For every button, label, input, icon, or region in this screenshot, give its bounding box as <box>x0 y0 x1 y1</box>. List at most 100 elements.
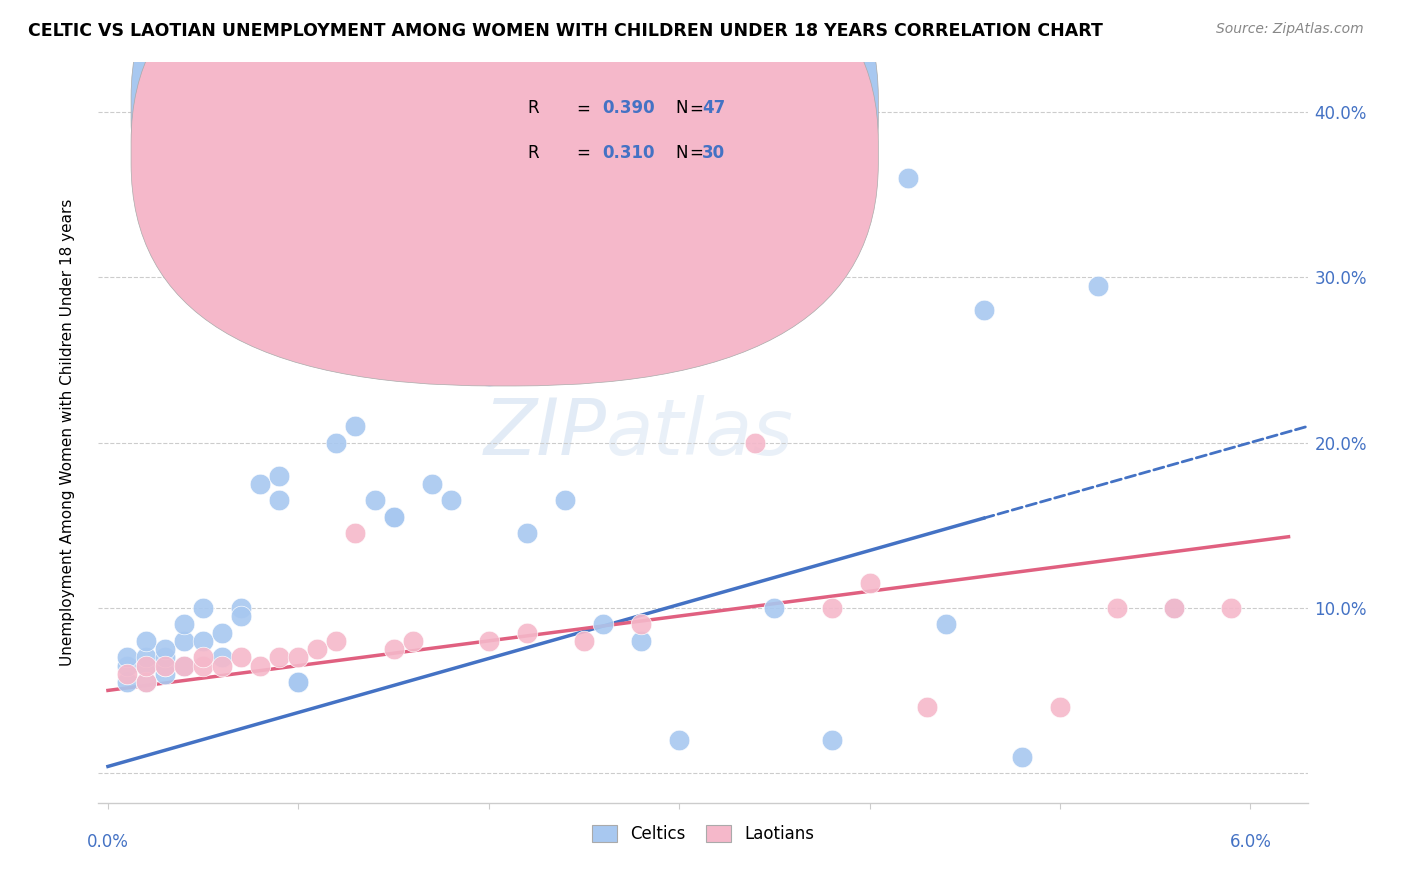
Point <box>1087 278 1109 293</box>
Point <box>344 526 367 541</box>
Point <box>153 650 176 665</box>
Point <box>592 617 614 632</box>
Point <box>382 509 405 524</box>
Point <box>115 666 138 681</box>
Point <box>231 650 253 665</box>
Point <box>115 650 138 665</box>
Point <box>211 658 233 673</box>
Point <box>135 675 157 690</box>
Point <box>173 658 195 673</box>
Point <box>915 700 938 714</box>
Point <box>382 642 405 657</box>
Point <box>191 633 214 648</box>
Point <box>935 617 957 632</box>
Point <box>191 650 214 665</box>
Text: CELTIC VS LAOTIAN UNEMPLOYMENT AMONG WOMEN WITH CHILDREN UNDER 18 YEARS CORRELAT: CELTIC VS LAOTIAN UNEMPLOYMENT AMONG WOM… <box>28 22 1102 40</box>
Point <box>249 476 271 491</box>
Point <box>173 617 195 632</box>
Point <box>269 468 291 483</box>
Point <box>135 675 157 690</box>
Point <box>115 658 138 673</box>
FancyBboxPatch shape <box>474 85 830 181</box>
Text: R: R <box>527 99 540 118</box>
Text: N: N <box>675 99 688 118</box>
Point <box>344 419 367 434</box>
Text: =: = <box>690 99 703 118</box>
Point <box>897 171 920 186</box>
Point <box>706 237 728 252</box>
Point <box>478 633 501 648</box>
Point <box>191 658 214 673</box>
Point <box>269 650 291 665</box>
Point <box>287 650 309 665</box>
Point <box>115 675 138 690</box>
FancyBboxPatch shape <box>131 0 879 386</box>
Text: ZIP: ZIP <box>484 394 606 471</box>
Point <box>191 600 214 615</box>
Point <box>420 476 443 491</box>
Point <box>1163 600 1185 615</box>
Point <box>173 633 195 648</box>
Text: 0.390: 0.390 <box>603 99 655 118</box>
Point <box>668 733 690 747</box>
Point <box>135 658 157 673</box>
Text: N: N <box>675 144 688 161</box>
Point <box>1220 600 1243 615</box>
FancyBboxPatch shape <box>131 0 879 342</box>
Point <box>211 650 233 665</box>
Point <box>231 609 253 624</box>
Point <box>287 675 309 690</box>
Point <box>820 600 842 615</box>
Point <box>135 650 157 665</box>
Text: Source: ZipAtlas.com: Source: ZipAtlas.com <box>1216 22 1364 37</box>
Point <box>516 625 538 640</box>
Point <box>478 369 501 384</box>
Point <box>763 600 786 615</box>
Text: =: = <box>690 144 703 161</box>
Point <box>173 658 195 673</box>
Point <box>135 633 157 648</box>
Point <box>363 493 385 508</box>
Text: 6.0%: 6.0% <box>1229 832 1271 851</box>
Point <box>1049 700 1071 714</box>
Point <box>1107 600 1129 615</box>
Point <box>630 617 652 632</box>
Text: 30: 30 <box>702 144 725 161</box>
Point <box>325 633 347 648</box>
Point <box>554 493 576 508</box>
Text: =: = <box>576 99 591 118</box>
Point <box>630 633 652 648</box>
Point <box>231 600 253 615</box>
Point <box>401 633 423 648</box>
Point <box>269 493 291 508</box>
Y-axis label: Unemployment Among Women with Children Under 18 years: Unemployment Among Women with Children U… <box>60 199 75 666</box>
Point <box>153 642 176 657</box>
Point <box>572 633 595 648</box>
Text: =: = <box>576 144 591 161</box>
Point <box>1011 749 1033 764</box>
Point <box>859 576 882 591</box>
Point <box>153 658 176 673</box>
Point <box>153 666 176 681</box>
Point <box>440 493 463 508</box>
Point <box>820 733 842 747</box>
Text: R: R <box>527 144 540 161</box>
Point <box>744 435 766 450</box>
Point <box>1163 600 1185 615</box>
Legend: Celtics, Laotians: Celtics, Laotians <box>585 819 821 850</box>
Point <box>211 625 233 640</box>
Point <box>307 642 329 657</box>
Point <box>153 658 176 673</box>
Point <box>706 319 728 334</box>
Point <box>516 526 538 541</box>
Point <box>973 303 995 318</box>
Text: 47: 47 <box>702 99 725 118</box>
Text: 0.0%: 0.0% <box>87 832 129 851</box>
Point <box>135 658 157 673</box>
Point <box>249 658 271 673</box>
Text: 0.310: 0.310 <box>603 144 655 161</box>
Text: atlas: atlas <box>606 394 794 471</box>
Point <box>325 435 347 450</box>
Point <box>287 675 309 690</box>
Point <box>382 509 405 524</box>
